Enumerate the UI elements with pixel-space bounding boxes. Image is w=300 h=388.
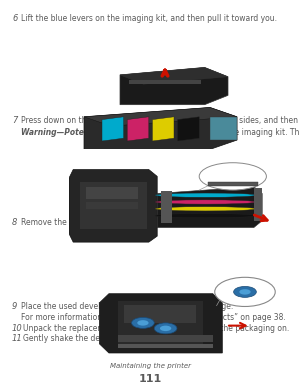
Text: Warning—Potential Damage:: Warning—Potential Damage:: [21, 128, 144, 137]
Text: Remove the used developer unit.: Remove the used developer unit.: [21, 218, 148, 227]
Bar: [129, 80, 201, 84]
Text: Press down on the blue levers, grasp the handles on the sides, and then pull the: Press down on the blue levers, grasp the…: [21, 116, 300, 125]
Circle shape: [239, 289, 251, 294]
Circle shape: [132, 317, 154, 328]
Polygon shape: [84, 107, 237, 126]
Bar: [118, 335, 213, 342]
Text: 7: 7: [12, 116, 17, 125]
Text: 6: 6: [12, 14, 17, 23]
Polygon shape: [127, 117, 149, 141]
Ellipse shape: [155, 200, 256, 204]
Polygon shape: [120, 68, 228, 84]
Text: Do not touch the underside of the imaging kit. This could damage the imaging kit: Do not touch the underside of the imagin…: [107, 128, 300, 137]
Bar: [161, 191, 172, 223]
Text: For more information, see “Recycling Lexmark products” on page 38.: For more information, see “Recycling Lex…: [21, 313, 286, 322]
Text: Unpack the replacement developer unit, and leave the packaging on.: Unpack the replacement developer unit, a…: [23, 324, 289, 333]
Text: Maintaining the printer: Maintaining the printer: [110, 363, 190, 369]
Circle shape: [234, 286, 256, 297]
Circle shape: [137, 320, 148, 326]
Text: Lift the blue levers on the imaging kit, and then pull it toward you.: Lift the blue levers on the imaging kit,…: [21, 14, 277, 23]
Text: Gently shake the developer unit from side to side.: Gently shake the developer unit from sid…: [23, 334, 215, 343]
Polygon shape: [102, 117, 124, 141]
Text: 11: 11: [12, 334, 23, 343]
Text: 9: 9: [12, 302, 17, 311]
Bar: [210, 117, 237, 140]
Text: Place the used developer unit in the enclosed package.: Place the used developer unit in the enc…: [21, 302, 233, 311]
Bar: [124, 305, 196, 323]
Polygon shape: [152, 117, 174, 141]
Text: 10: 10: [12, 324, 23, 333]
Bar: [86, 202, 138, 209]
Circle shape: [154, 323, 177, 334]
Polygon shape: [120, 68, 228, 105]
Ellipse shape: [155, 193, 256, 197]
Polygon shape: [157, 187, 262, 228]
Text: 8: 8: [12, 218, 17, 227]
Ellipse shape: [155, 213, 256, 218]
Ellipse shape: [155, 207, 256, 211]
Circle shape: [160, 326, 171, 331]
Polygon shape: [100, 294, 222, 353]
Bar: [80, 182, 147, 229]
Text: 111: 111: [138, 374, 162, 384]
Bar: [118, 344, 213, 348]
Bar: [86, 187, 138, 199]
Bar: [254, 188, 262, 221]
Bar: [118, 301, 203, 346]
Circle shape: [215, 277, 275, 307]
Polygon shape: [178, 117, 199, 141]
Circle shape: [199, 163, 266, 190]
Bar: [208, 182, 258, 186]
Polygon shape: [84, 107, 237, 149]
Polygon shape: [69, 170, 157, 242]
